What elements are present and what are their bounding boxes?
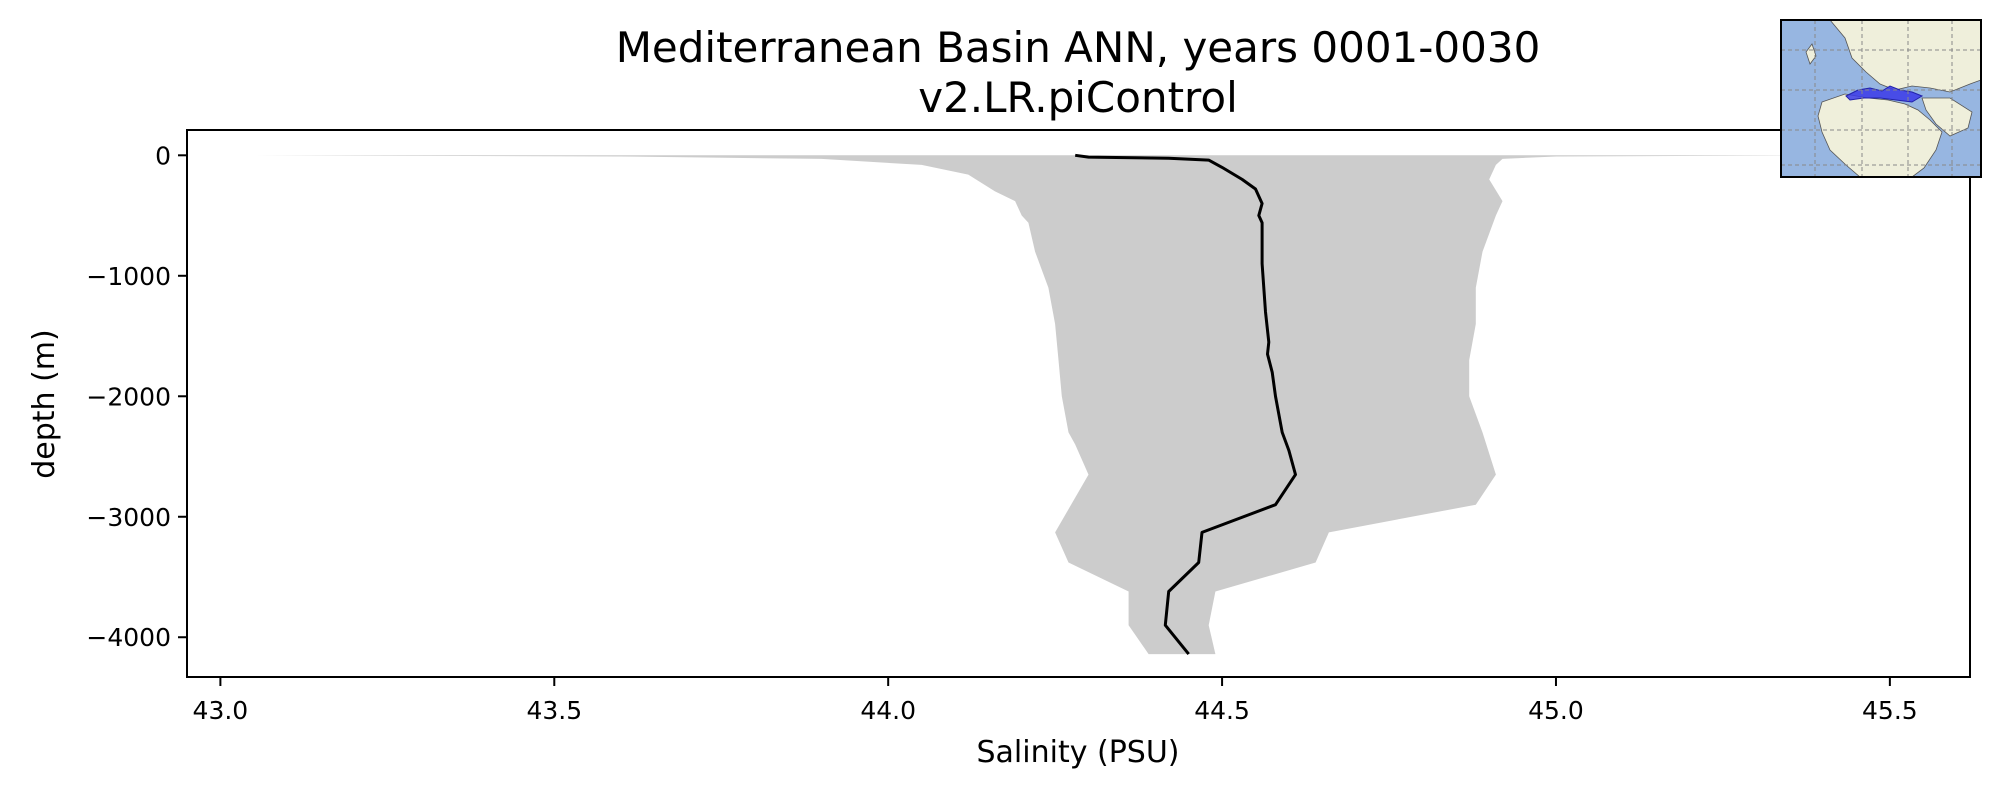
y-tick-label: −1000 [86, 262, 171, 291]
x-tick-label: 43.0 [193, 696, 249, 725]
x-tick-label: 44.5 [1194, 696, 1250, 725]
y-tick-label: −4000 [86, 623, 171, 652]
chart-subtitle: v2.LR.piControl [918, 73, 1238, 122]
x-tick-label: 45.0 [1528, 696, 1584, 725]
y-axis: 0 −1000 −2000 −3000 −4000 [86, 141, 187, 652]
inset-map-grid [1781, 20, 1981, 177]
x-tick-label: 43.5 [526, 696, 582, 725]
axes-frame [186, 129, 1971, 678]
inset-map-land-isles [1805, 43, 1817, 65]
y-tick-label: −2000 [86, 382, 171, 411]
inset-map [1780, 19, 1982, 178]
inset-map-land-arabia [1921, 97, 1973, 137]
chart-title: Mediterranean Basin ANN, years 0001-0030 [616, 23, 1541, 72]
y-tick-label: 0 [155, 141, 171, 170]
range-band [253, 155, 1837, 655]
x-tick-label: 44.0 [860, 696, 916, 725]
y-tick-label: −3000 [86, 503, 171, 532]
y-axis-label: depth (m) [27, 329, 62, 479]
plot-area [253, 153, 1837, 656]
inset-map-land-africa [1817, 93, 1943, 177]
x-tick-label: 45.5 [1862, 696, 1918, 725]
x-axis-label: Salinity (PSU) [977, 735, 1180, 770]
inset-map-land-eurasia [1829, 20, 1981, 93]
mean-profile-line [1074, 153, 1297, 656]
x-axis: 43.0 43.5 44.0 44.5 45.0 45.5 [193, 677, 1918, 725]
inset-map-frame [1780, 19, 1982, 178]
